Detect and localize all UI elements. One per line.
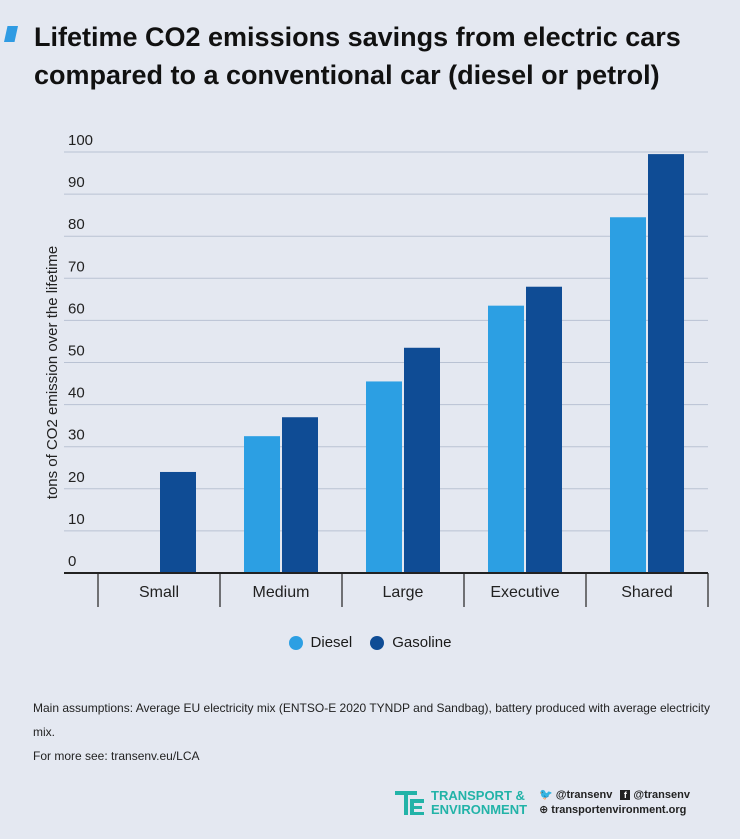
y-axis-label: tons of CO2 emission over the lifetime <box>44 246 61 499</box>
x-tick-label: Large <box>383 584 424 601</box>
bar-gasoline-large <box>404 347 440 573</box>
bar-gasoline-shared <box>648 154 684 574</box>
website-link[interactable]: ⊕ transportenvironment.org <box>539 804 687 816</box>
y-tick-label: 100 <box>68 132 93 149</box>
globe-icon: ⊕ <box>539 804 549 816</box>
legend-label-gasoline: Gasoline <box>392 634 452 651</box>
legend: Diesel Gasoline <box>0 634 740 651</box>
more-info-note: For more see: transenv.eu/LCA <box>33 749 200 763</box>
facebook-handle[interactable]: f @transenv <box>620 788 690 803</box>
footer-branding: TRANSPORT & ENVIRONMENT 🐦 @transenv f @tra… <box>395 786 725 820</box>
bar-gasoline-medium <box>282 417 318 573</box>
bar-gasoline-executive <box>526 286 562 573</box>
y-tick-label: 80 <box>68 216 85 233</box>
social-links: 🐦 @transenv f @transenv ⊕ transportenvironm… <box>539 788 690 818</box>
y-tick-label: 0 <box>68 553 76 570</box>
twitter-icon: 🐦 <box>539 789 553 801</box>
bar-diesel-shared <box>610 217 646 573</box>
brand-name: TRANSPORT & ENVIRONMENT <box>431 788 528 817</box>
bar-chart: 0 10 20 30 40 50 60 70 80 90 100 tons of CO2 emissi… <box>44 132 709 607</box>
legend-item-diesel: Diesel <box>288 634 353 651</box>
y-tick-label: 20 <box>68 469 85 486</box>
x-tick-label: Small <box>139 584 179 601</box>
te-logo-icon <box>395 789 425 817</box>
legend-swatch-diesel <box>288 635 303 650</box>
bar-diesel-executive <box>488 305 524 573</box>
y-tick-label: 40 <box>68 385 85 402</box>
x-tick-label: Shared <box>621 584 673 601</box>
legend-label-diesel: Diesel <box>310 634 353 651</box>
footnotes: Main assumptions: Average EU electricity… <box>33 696 723 768</box>
twitter-handle[interactable]: 🐦 @transenv <box>539 789 613 801</box>
bar-diesel-large <box>366 381 402 573</box>
y-tick-label: 50 <box>68 343 85 360</box>
assumptions-note: Main assumptions: Average EU electricity… <box>33 701 710 739</box>
y-tick-label: 30 <box>68 427 85 444</box>
y-tick-label: 60 <box>68 300 85 317</box>
facebook-icon: f <box>620 790 631 800</box>
bar-gasoline-small <box>160 471 196 573</box>
y-tick-label: 90 <box>68 174 85 191</box>
x-tick-label: Executive <box>490 584 559 601</box>
bar-diesel-medium <box>244 436 280 573</box>
x-tick-label: Medium <box>253 584 310 601</box>
y-tick-label: 70 <box>68 258 85 275</box>
y-tick-label: 10 <box>68 511 85 528</box>
legend-item-gasoline: Gasoline <box>370 634 451 651</box>
title-accent-mark <box>4 26 18 42</box>
chart-title: Lifetime CO2 emissions savings from elec… <box>34 22 681 90</box>
legend-swatch-gasoline <box>370 635 385 650</box>
